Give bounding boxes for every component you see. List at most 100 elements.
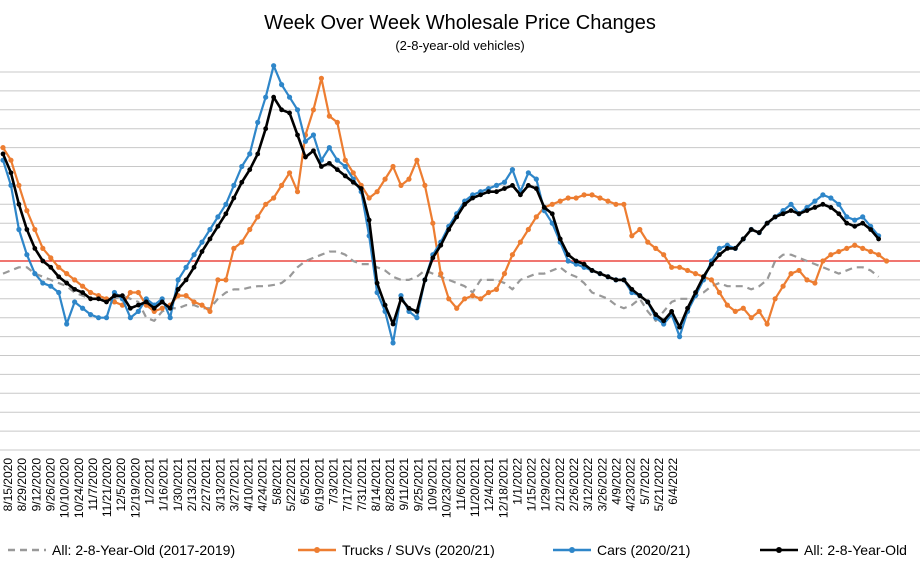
x-tick-label: 4/10/2021 xyxy=(242,458,256,512)
data-point xyxy=(215,214,221,220)
data-point xyxy=(549,211,555,217)
data-point xyxy=(199,249,205,254)
chart-title: Week Over Week Wholesale Price Changes xyxy=(264,12,656,34)
data-point xyxy=(32,271,38,277)
legend-marker xyxy=(776,547,782,553)
data-point xyxy=(350,170,356,176)
data-point xyxy=(486,189,491,195)
data-point xyxy=(207,236,213,242)
data-point xyxy=(621,201,627,207)
data-point xyxy=(788,208,794,214)
data-point xyxy=(565,258,571,264)
x-tick-label: 6/19/2021 xyxy=(312,458,326,512)
data-point xyxy=(669,309,675,314)
data-point xyxy=(255,151,261,157)
data-point xyxy=(780,211,786,217)
data-point xyxy=(828,205,834,210)
data-point xyxy=(883,258,890,264)
data-point xyxy=(48,255,54,261)
data-point xyxy=(279,82,285,88)
data-point xyxy=(462,201,468,207)
data-point xyxy=(581,192,587,198)
data-point xyxy=(310,132,317,138)
data-point xyxy=(701,274,706,280)
data-point xyxy=(828,252,834,258)
x-tick-label: 12/4/2021 xyxy=(482,458,496,512)
data-point xyxy=(303,154,308,160)
data-point xyxy=(374,289,380,296)
data-point xyxy=(876,252,882,258)
data-point xyxy=(422,277,428,283)
data-point xyxy=(493,182,500,188)
data-point xyxy=(494,189,499,195)
data-point xyxy=(56,264,62,270)
data-point xyxy=(533,214,539,220)
x-tick-label: 11/21/2020 xyxy=(100,458,114,517)
data-point xyxy=(852,223,858,229)
data-point xyxy=(143,299,149,305)
data-point xyxy=(788,201,794,207)
x-tick-label: 2/27/2021 xyxy=(199,458,213,512)
data-point xyxy=(358,186,364,191)
data-point xyxy=(24,208,30,214)
data-point xyxy=(8,182,14,188)
data-point xyxy=(8,170,14,176)
data-point xyxy=(613,201,619,207)
data-point xyxy=(732,308,738,314)
legend: All: 2-8-Year-Old (2017-2019) Trucks / SU… xyxy=(8,542,907,558)
data-point xyxy=(48,264,54,270)
x-tick-label: 11/7/2020 xyxy=(86,458,100,511)
data-point xyxy=(764,220,770,226)
x-tick-label: 1/29/2022 xyxy=(539,458,553,512)
data-point xyxy=(183,277,189,283)
data-point xyxy=(780,283,786,289)
data-point xyxy=(334,119,340,125)
data-point xyxy=(637,293,643,299)
data-point xyxy=(860,245,866,251)
data-point xyxy=(159,299,165,305)
data-point xyxy=(589,192,595,198)
data-point xyxy=(0,151,6,157)
x-tick-label: 12/18/2021 xyxy=(496,458,510,518)
data-point xyxy=(191,299,197,305)
data-point xyxy=(24,227,30,232)
x-axis-ticks: 8/15/2020 8/29/2020 9/12/2020 9/26/2020 10/1… xyxy=(1,458,680,518)
data-point xyxy=(724,302,730,308)
x-tick-label: 3/27/2021 xyxy=(227,458,241,512)
data-point xyxy=(342,173,348,179)
data-point xyxy=(239,163,245,170)
x-tick-label: 4/23/2022 xyxy=(624,458,638,512)
data-point xyxy=(263,201,269,207)
data-point xyxy=(716,245,723,251)
data-point xyxy=(501,271,508,277)
data-point xyxy=(573,195,579,201)
data-point xyxy=(239,179,245,185)
x-tick-label: 5/8/2021 xyxy=(270,458,284,505)
data-point xyxy=(342,157,348,163)
data-point xyxy=(684,267,691,274)
data-point xyxy=(167,315,173,321)
x-tick-label: 9/25/2021 xyxy=(411,458,425,512)
x-tick-label: 11/6/2021 xyxy=(454,458,468,511)
data-point xyxy=(350,179,356,185)
legend-marker xyxy=(314,547,320,553)
data-point xyxy=(502,186,507,191)
data-point xyxy=(438,271,444,277)
data-point xyxy=(207,308,213,314)
data-point xyxy=(613,277,619,283)
data-point xyxy=(199,239,205,245)
data-point xyxy=(406,176,412,182)
data-point xyxy=(302,138,309,144)
data-point xyxy=(438,242,444,248)
data-point xyxy=(48,283,54,289)
data-point xyxy=(326,145,332,151)
data-point xyxy=(470,293,476,299)
data-point xyxy=(717,252,722,258)
data-point xyxy=(796,211,802,217)
data-point xyxy=(247,167,253,173)
data-point xyxy=(183,264,189,270)
data-point xyxy=(533,186,539,191)
data-point xyxy=(708,277,715,283)
x-tick-label: 6/4/2022 xyxy=(666,458,680,505)
